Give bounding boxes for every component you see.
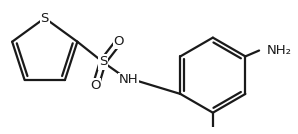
Text: NH: NH [119, 73, 138, 86]
Text: S: S [99, 55, 107, 68]
Text: O: O [113, 35, 124, 48]
Text: NH₂: NH₂ [266, 44, 291, 57]
Text: S: S [41, 12, 49, 25]
Text: O: O [90, 79, 101, 92]
